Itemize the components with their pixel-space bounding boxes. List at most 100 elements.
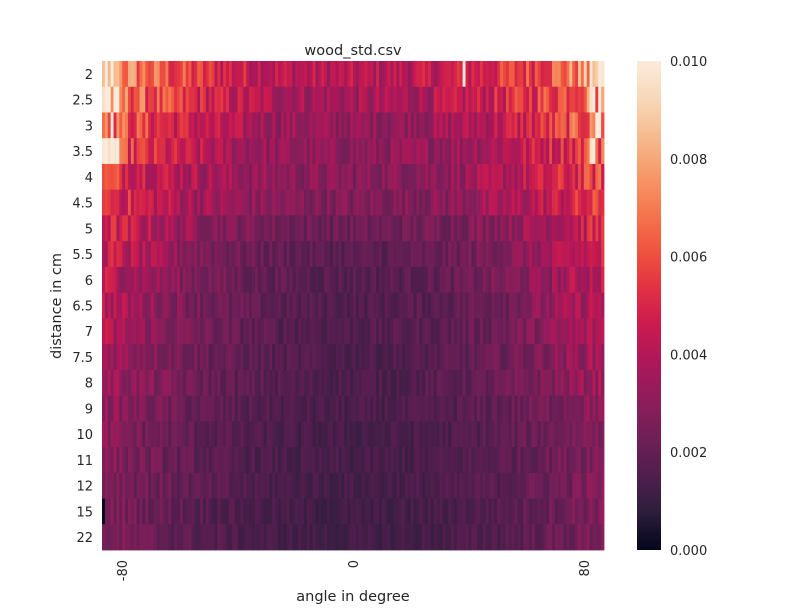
heatmap-cell — [182, 524, 187, 551]
heatmap-cell — [350, 215, 354, 242]
heatmap-cell — [479, 163, 484, 191]
heatmap-cell — [442, 138, 446, 165]
heatmap-cell — [324, 369, 328, 396]
heatmap-cell — [165, 369, 169, 396]
heatmap-cell — [353, 344, 357, 371]
heatmap-cell — [453, 318, 458, 345]
heatmap-cell — [188, 395, 192, 422]
heatmap-cell — [459, 318, 464, 345]
heatmap-cell — [451, 61, 455, 88]
heatmap-cell — [393, 292, 397, 319]
heatmap-cell — [249, 138, 253, 165]
heatmap-cell — [272, 241, 276, 268]
heatmap-cell — [324, 524, 328, 551]
heatmap-cell — [116, 163, 120, 191]
heatmap-cell — [269, 292, 273, 319]
heatmap-cell — [332, 292, 337, 319]
heatmap-cell — [182, 292, 187, 319]
heatmap-cell — [511, 524, 515, 551]
heatmap-cell — [566, 344, 570, 371]
heatmap-cell — [523, 61, 527, 88]
heatmap-cell — [194, 395, 198, 422]
heatmap-cell — [494, 472, 498, 499]
heatmap-cell — [347, 395, 351, 422]
heatmap-cell — [361, 498, 365, 525]
heatmap-cell — [407, 163, 412, 191]
heatmap-cell — [335, 524, 339, 551]
heatmap-cell — [347, 369, 351, 396]
heatmap-cell — [563, 112, 567, 139]
heatmap-cell — [433, 189, 438, 216]
heatmap-cell — [399, 524, 403, 551]
heatmap-cell — [436, 112, 440, 139]
heatmap-cell — [526, 163, 530, 191]
heatmap-cell — [425, 61, 429, 88]
heatmap-cell — [500, 189, 504, 216]
heatmap-cell — [540, 472, 544, 499]
heatmap-cell — [416, 524, 420, 551]
heatmap-cell — [177, 163, 181, 191]
heatmap-cell — [575, 369, 579, 396]
heatmap-cell — [402, 318, 406, 345]
heatmap-cell — [433, 61, 438, 88]
heatmap-cell — [312, 241, 316, 268]
heatmap-cell — [234, 524, 238, 551]
heatmap-cell — [595, 163, 599, 191]
heatmap-cell — [301, 112, 305, 139]
heatmap-cell — [295, 86, 299, 113]
heatmap-cell — [234, 241, 238, 268]
heatmap-cell — [208, 163, 213, 191]
heatmap-cell — [517, 215, 521, 242]
heatmap-cell — [217, 138, 221, 165]
heatmap-cell — [471, 472, 475, 499]
heatmap-cell — [419, 344, 423, 371]
heatmap-cell — [151, 266, 155, 294]
heatmap-cell — [514, 421, 518, 448]
heatmap-cell — [557, 498, 562, 525]
heatmap-cell — [191, 86, 195, 113]
heatmap-cell — [439, 369, 443, 396]
heatmap-cell — [552, 215, 556, 242]
heatmap-cell — [191, 241, 195, 268]
heatmap-cell — [332, 189, 337, 216]
heatmap-cell — [396, 215, 400, 242]
heatmap-cell — [252, 241, 256, 268]
heatmap-cell — [329, 524, 334, 551]
heatmap-cell — [237, 498, 241, 525]
heatmap-cell — [249, 215, 253, 242]
heatmap-cell — [407, 266, 412, 294]
heatmap-cell — [110, 524, 114, 551]
heatmap-cell — [306, 369, 311, 396]
heatmap-cell — [179, 241, 184, 268]
heatmap-cell — [142, 447, 146, 474]
heatmap-cell — [122, 163, 126, 191]
heatmap-cell — [208, 61, 213, 88]
heatmap-cell — [451, 138, 455, 165]
heatmap-cell — [182, 138, 187, 165]
heatmap-cell — [202, 241, 207, 268]
heatmap-cell — [459, 524, 464, 551]
heatmap-cell — [459, 421, 464, 448]
heatmap-cell — [543, 344, 547, 371]
heatmap-cell — [387, 61, 391, 88]
heatmap-cell — [228, 138, 233, 165]
heatmap-cell — [344, 266, 348, 294]
heatmap-cell — [344, 241, 348, 268]
heatmap-cell — [557, 189, 562, 216]
heatmap-cell — [497, 61, 501, 88]
heatmap-cell — [358, 421, 363, 448]
heatmap-cell — [557, 292, 562, 319]
heatmap-cell — [301, 86, 305, 113]
heatmap-cell — [309, 86, 314, 113]
heatmap-cell — [479, 498, 484, 525]
heatmap-cell — [488, 61, 492, 88]
heatmap-cell — [194, 112, 198, 139]
heatmap-cell — [191, 524, 195, 551]
heatmap-cell — [197, 61, 201, 88]
heatmap-cell — [456, 447, 461, 474]
heatmap-cell — [275, 472, 279, 499]
heatmap-cell — [200, 369, 204, 396]
heatmap-cell — [321, 395, 325, 422]
heatmap-cell — [425, 524, 429, 551]
heatmap-cell — [272, 318, 276, 345]
